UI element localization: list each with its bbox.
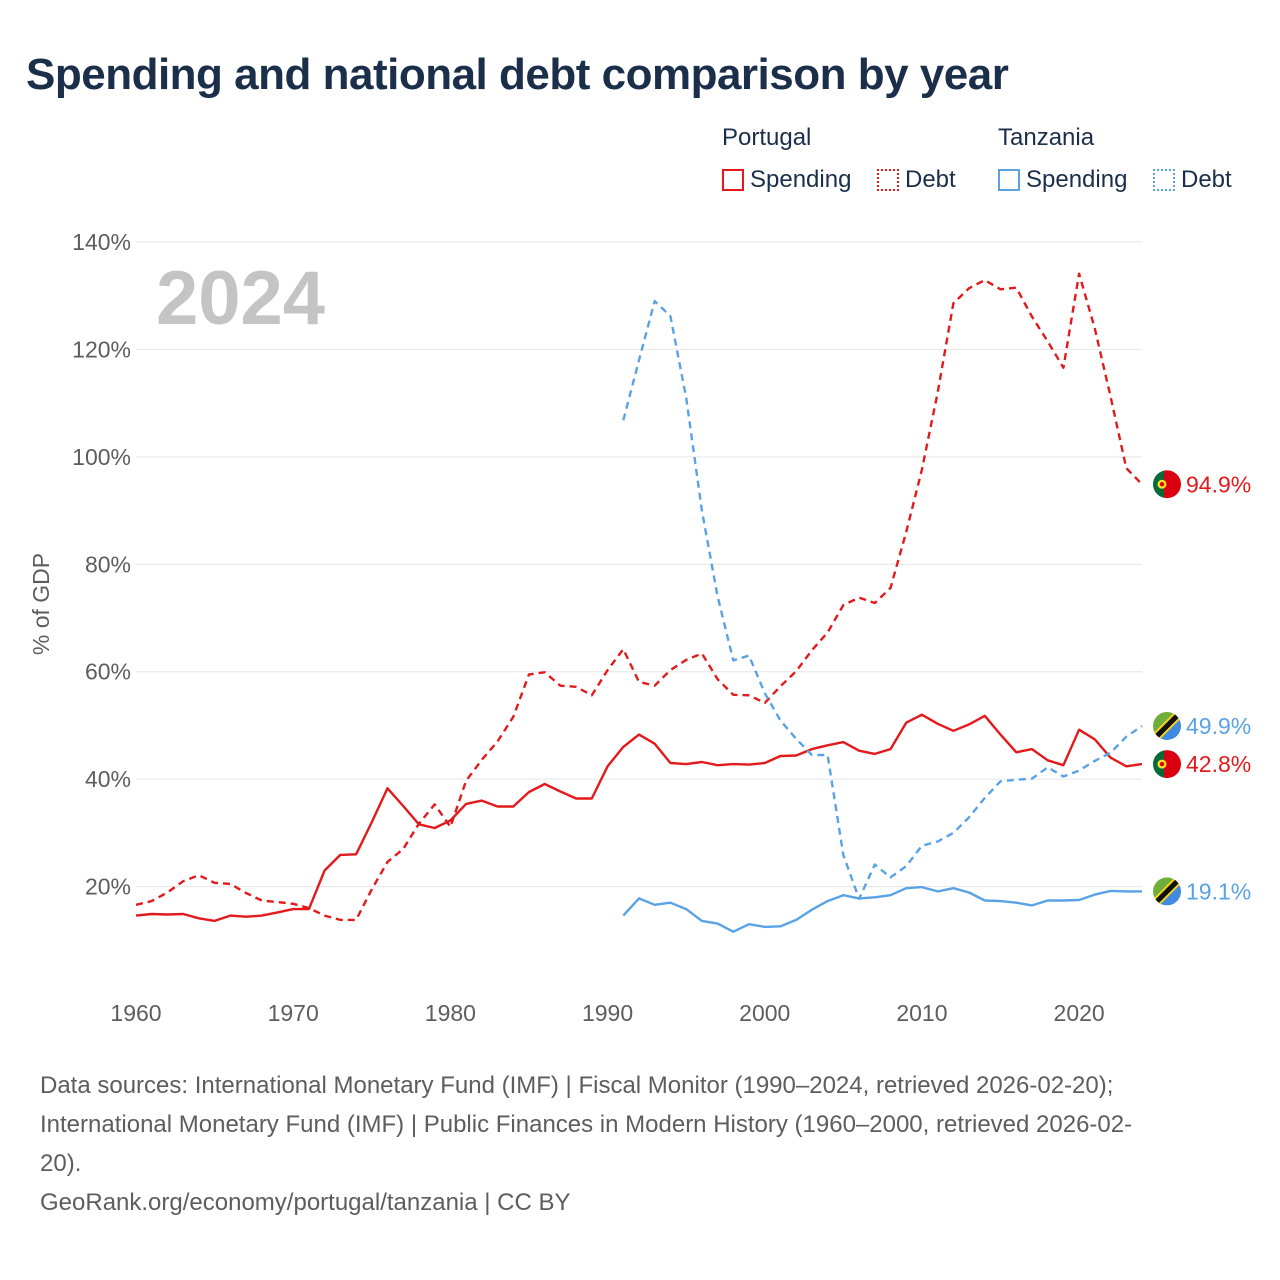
y-tick-label: 140% — [72, 229, 131, 255]
x-tick-label: 2020 — [1054, 1000, 1105, 1026]
chart-title: Spending and national debt comparison by… — [26, 50, 1009, 99]
legend-label: Spending — [750, 166, 852, 193]
legend-label: Debt — [905, 166, 956, 193]
y-tick-label: 120% — [72, 336, 131, 362]
tanzania-flag-icon — [1153, 877, 1181, 906]
legend-label: Debt — [1181, 166, 1232, 193]
x-tick-label: 2000 — [739, 1000, 790, 1026]
legend-swatch-solid — [722, 169, 744, 191]
end-marker-tanzania-spending: 19.1% — [1153, 877, 1251, 906]
legend-swatch-dotted — [877, 169, 899, 191]
portugal-flag-icon — [1153, 470, 1181, 499]
end-value-label: 42.8% — [1186, 751, 1251, 777]
y-axis-label: % of GDP — [28, 553, 54, 655]
end-marker-portugal-debt: 94.9% — [1153, 470, 1251, 499]
line-chart: 20% 40% 60% 80% 100% 120% 140% 1960 1970 1980 1990… — [28, 229, 1251, 1026]
y-tick-label: 40% — [85, 766, 131, 792]
series-line-tanzania-debt[interactable] — [622, 299, 1143, 901]
end-marker-tanzania-debt: 49.9% — [1153, 711, 1251, 740]
year-watermark: 2024 — [156, 256, 325, 341]
legend-swatch-dotted — [1153, 169, 1175, 191]
x-tick-label: 1990 — [582, 1000, 633, 1026]
y-tick-label: 100% — [72, 444, 131, 470]
end-value-label: 49.9% — [1186, 713, 1251, 739]
legend-label: Spending — [1026, 166, 1128, 193]
x-tick-label: 1960 — [110, 1000, 161, 1026]
series-line-portugal-spending[interactable] — [135, 713, 1143, 923]
source-line-1: Data sources: International Monetary Fun… — [40, 1072, 1114, 1099]
legend-tanzania-spending[interactable]: Spending — [998, 166, 1127, 194]
end-marker-portugal-spending: 42.8% — [1153, 750, 1251, 779]
tanzania-flag-icon — [1153, 711, 1181, 740]
x-tick-label: 1970 — [268, 1000, 319, 1026]
source-line-2: International Monetary Fund (IMF) | Publ… — [40, 1111, 1133, 1138]
legend-tanzania-debt[interactable]: Debt — [1153, 166, 1232, 194]
legend-country-portugal: Portugal — [722, 124, 812, 151]
end-value-label: 94.9% — [1186, 471, 1251, 497]
source-line-4[interactable]: GeoRank.org/economy/portugal/tanzania | … — [40, 1189, 571, 1216]
data-sources: Data sources: International Monetary Fun… — [40, 1066, 1240, 1222]
y-tick-label: 20% — [85, 874, 131, 900]
x-tick-label: 1980 — [425, 1000, 476, 1026]
y-tick-label: 60% — [85, 659, 131, 685]
legend-portugal-spending[interactable]: Spending — [722, 166, 851, 194]
series-line-tanzania-spending[interactable] — [622, 885, 1142, 933]
legend-portugal-debt[interactable]: Debt — [877, 166, 956, 194]
portugal-flag-icon — [1153, 750, 1181, 779]
x-tick-label: 2010 — [896, 1000, 947, 1026]
y-tick-label: 80% — [85, 551, 131, 577]
legend-country-tanzania: Tanzania — [998, 124, 1095, 151]
legend-swatch-solid — [998, 169, 1020, 191]
source-line-3: 20). — [40, 1150, 82, 1177]
series-line-portugal-debt[interactable] — [135, 272, 1143, 922]
end-value-label: 19.1% — [1186, 878, 1251, 904]
